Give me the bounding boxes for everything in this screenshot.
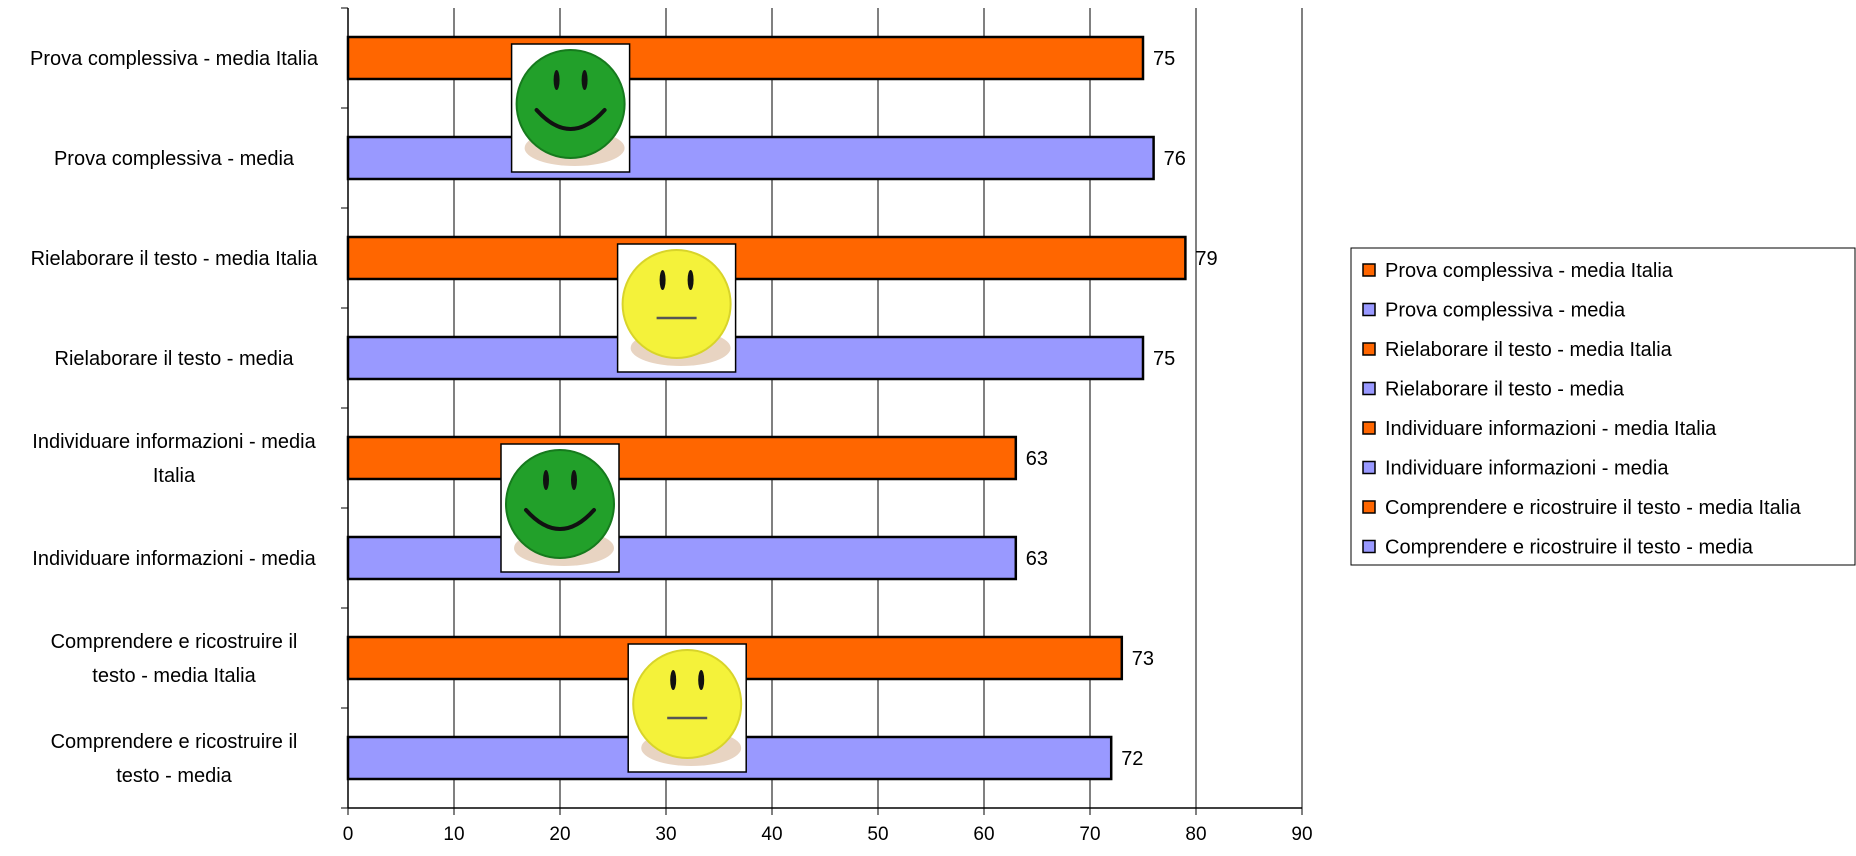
smiley-neutral-yellow-icon <box>616 243 737 373</box>
smiley-face <box>505 449 615 559</box>
legend-label-1: Prova complessiva - media <box>1385 300 1626 322</box>
legend-label-6: Comprendere e ricostruire il testo - med… <box>1385 497 1802 519</box>
category-label-3-line-0: Rielaborare il testo - media <box>55 348 295 370</box>
data-label-4: 63 <box>1026 448 1048 470</box>
smiley-happy-green-icon <box>500 443 620 573</box>
category-label-7-line-0: Comprendere e ricostruire il <box>51 731 298 753</box>
category-label-5: Individuare informazioni - media <box>32 548 316 570</box>
category-label-0: Prova complessiva - media Italia <box>30 48 319 70</box>
data-label-1: 76 <box>1164 148 1186 170</box>
legend-label-0: Prova complessiva - media Italia <box>1385 260 1674 282</box>
category-label-0-line-0: Prova complessiva - media Italia <box>30 48 319 70</box>
smiley-eye-left <box>659 270 666 290</box>
smiley-mouth <box>524 508 596 531</box>
category-label-6: Comprendere e ricostruire il testo - medi… <box>51 631 298 687</box>
category-label-1: Prova complessiva - media <box>54 148 295 170</box>
category-label-3: Rielaborare il testo - media <box>55 348 295 370</box>
legend-swatch-6 <box>1362 500 1376 514</box>
category-label-7: Comprendere e ricostruire il testo - medi… <box>51 731 298 787</box>
bar-4 <box>346 435 1018 481</box>
data-label-6: 73 <box>1132 648 1154 670</box>
legend-label-7: Comprendere e ricostruire il testo - med… <box>1385 537 1754 559</box>
bars <box>346 35 1187 781</box>
smiley-eye-right <box>581 70 588 90</box>
category-label-4-line-1: Italia <box>153 465 196 487</box>
category-label-5-line-0: Individuare informazioni - media <box>32 548 316 570</box>
smiley-mouth <box>534 108 607 131</box>
legend-label-2: Rielaborare il testo - media Italia <box>1385 339 1673 361</box>
data-label-3: 75 <box>1153 348 1175 370</box>
legend-label-5: Individuare informazioni - media <box>1385 458 1669 480</box>
x-tick-label-80: 80 <box>1185 824 1206 845</box>
smiley-eye-left <box>553 70 560 90</box>
category-labels: Prova complessiva - media Italia Prova co… <box>30 48 319 787</box>
category-label-2: Rielaborare il testo - media Italia <box>31 248 319 270</box>
x-tick-label-40: 40 <box>761 824 782 845</box>
smiley-eye-right <box>571 470 577 490</box>
legend-box <box>1350 247 1856 566</box>
axes: 0 10 20 30 40 50 60 70 80 90 <box>341 7 1313 845</box>
smiley-eye-left <box>543 470 549 490</box>
smiley-face <box>621 249 732 359</box>
x-tick-label-60: 60 <box>973 824 994 845</box>
category-label-2-line-0: Rielaborare il testo - media Italia <box>31 248 319 270</box>
smiley-happy-green-icon <box>510 43 631 173</box>
legend-swatch-3 <box>1362 381 1376 396</box>
x-tick-label-20: 20 <box>549 824 570 845</box>
x-tick-label-30: 30 <box>655 824 676 845</box>
category-label-6-line-1: testo - media Italia <box>92 665 256 687</box>
data-label-2: 79 <box>1195 248 1217 270</box>
legend-label-3: Rielaborare il testo - media <box>1385 379 1625 401</box>
category-label-1-line-0: Prova complessiva - media <box>54 148 295 170</box>
legend-label-4: Individuare informazioni - media Italia <box>1385 418 1717 440</box>
legend-swatch-1 <box>1362 302 1376 317</box>
legend-swatch-2 <box>1362 342 1376 356</box>
smiley-eye-right <box>687 270 694 290</box>
smiley-eye-right <box>698 670 705 690</box>
smiley-face <box>632 649 743 759</box>
x-tick-label-0: 0 <box>343 824 354 845</box>
x-tick-label-50: 50 <box>867 824 888 845</box>
bar-1 <box>346 135 1155 181</box>
data-labels: 75 76 79 75 63 63 73 72 <box>1026 48 1218 770</box>
x-tick-label-70: 70 <box>1079 824 1100 845</box>
legend: Prova complessiva - media Italia Prova co… <box>1350 247 1856 566</box>
legend-swatch-4 <box>1362 421 1376 435</box>
bar-0 <box>346 35 1145 81</box>
x-tick-label-90: 90 <box>1291 824 1312 845</box>
smiley-neutral-yellow-icon <box>627 643 747 773</box>
category-label-4: Individuare informazioni - media Italia <box>32 431 316 487</box>
smiley-icons <box>500 43 747 773</box>
category-label-6-line-0: Comprendere e ricostruire il <box>51 631 298 653</box>
data-label-7: 72 <box>1121 748 1143 770</box>
data-label-5: 63 <box>1026 548 1048 570</box>
legend-swatch-0 <box>1362 263 1376 277</box>
smiley-eye-left <box>670 670 677 690</box>
smiley-face <box>515 49 626 159</box>
bar-5 <box>346 535 1018 581</box>
bar-3 <box>346 335 1145 381</box>
legend-swatch-7 <box>1362 539 1376 554</box>
data-label-0: 75 <box>1153 48 1175 70</box>
category-label-7-line-1: testo - media <box>116 765 232 787</box>
x-tick-label-10: 10 <box>443 824 464 845</box>
bar-2 <box>346 235 1187 281</box>
legend-swatch-5 <box>1362 460 1376 475</box>
category-label-4-line-0: Individuare informazioni - media <box>32 431 316 453</box>
